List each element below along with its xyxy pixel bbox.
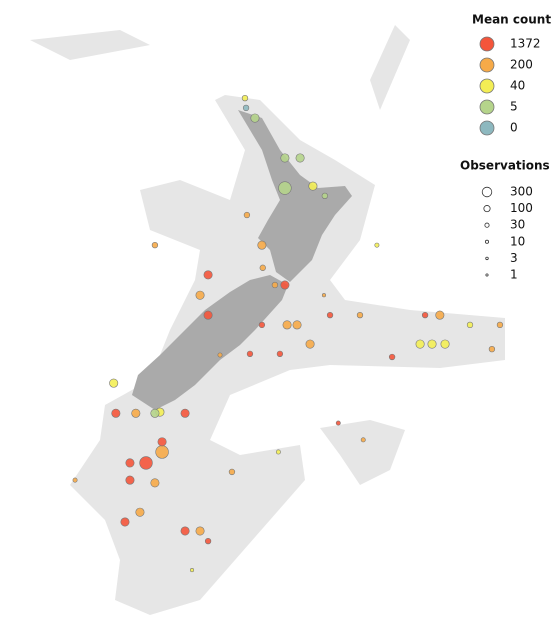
bubble <box>203 270 213 280</box>
bubble <box>109 378 119 388</box>
legend-swatch <box>479 78 495 94</box>
bubble <box>295 153 305 163</box>
bubble <box>308 181 318 191</box>
bubble <box>228 468 236 476</box>
south-island <box>132 275 288 410</box>
bubble <box>278 181 292 195</box>
bubble <box>280 280 290 290</box>
legend-label: 1372 <box>510 37 541 51</box>
bubble <box>335 420 341 426</box>
bubbles <box>72 94 504 573</box>
bubble <box>488 346 496 353</box>
shelf-area <box>320 420 405 485</box>
legend-label: 1 <box>510 268 518 282</box>
bubble <box>204 537 212 545</box>
legend-swatch <box>479 99 495 115</box>
bubble <box>360 437 366 443</box>
bubble <box>275 449 281 455</box>
legend-label: 40 <box>510 79 525 93</box>
shelf-area <box>30 30 150 60</box>
bubble <box>326 311 334 319</box>
shelf-area <box>370 25 410 110</box>
legend-swatch <box>479 57 495 73</box>
bubble <box>259 264 266 271</box>
bubble <box>271 281 279 289</box>
bubble <box>180 526 190 536</box>
legend-size <box>485 256 489 261</box>
legend-swatch <box>479 36 495 52</box>
bubble <box>217 352 223 358</box>
bubble <box>135 507 145 517</box>
legend-label: 300 <box>510 185 533 199</box>
bubble <box>246 350 254 357</box>
bubble <box>440 339 450 349</box>
legend-label: 30 <box>510 218 525 232</box>
bubble <box>150 478 160 488</box>
bubble <box>427 339 437 349</box>
bubble <box>131 408 141 418</box>
legend: Mean count 1372 200 40 5 0 Observations 300 100 3… <box>460 13 551 282</box>
legend-size <box>483 205 491 213</box>
bubble <box>125 475 135 485</box>
bubble <box>243 211 251 219</box>
bubble <box>203 310 213 320</box>
bubble <box>415 339 425 349</box>
bubble <box>374 242 380 248</box>
bubble <box>180 408 190 418</box>
bubble <box>292 320 302 330</box>
legend-swatch <box>479 120 495 136</box>
bubble <box>496 321 504 329</box>
bubble <box>276 350 284 357</box>
bubble <box>280 153 290 163</box>
shelf <box>30 25 505 615</box>
land <box>132 110 352 410</box>
bubble <box>150 408 160 418</box>
bubble <box>356 311 364 319</box>
legend-label: 3 <box>510 251 518 265</box>
bubble <box>151 242 159 249</box>
legend-label: 5 <box>510 100 518 114</box>
bubble <box>466 321 474 329</box>
legend-size <box>481 186 493 198</box>
bubble <box>435 310 445 320</box>
bubble <box>120 517 130 527</box>
legend-size <box>484 239 490 244</box>
legend-label: 0 <box>510 121 518 135</box>
legend-size <box>484 222 490 228</box>
legend-label: 200 <box>510 58 533 72</box>
bubble <box>195 290 205 300</box>
bubble <box>257 240 267 250</box>
legend-title: Mean count <box>472 13 551 27</box>
bubble <box>388 353 396 361</box>
bubble <box>125 458 135 468</box>
shelf-area <box>70 95 505 615</box>
legend-label: 100 <box>510 201 533 215</box>
bubble <box>258 321 266 329</box>
bubble <box>282 320 292 330</box>
bubble <box>242 104 250 112</box>
bubble <box>421 311 429 319</box>
bubble <box>321 293 326 298</box>
legend-title: Observations <box>460 159 550 173</box>
bubble <box>139 456 153 470</box>
bubble <box>72 477 78 483</box>
bubble <box>241 94 249 102</box>
bubble <box>190 568 195 573</box>
bubble <box>111 408 121 418</box>
bubble <box>305 339 315 349</box>
bubble <box>250 113 260 123</box>
north-island <box>238 110 352 282</box>
legend-size <box>485 273 489 277</box>
bubble <box>157 437 167 447</box>
bubble <box>195 526 205 536</box>
bubble <box>321 192 328 200</box>
bubble <box>155 445 169 459</box>
legend-label: 10 <box>510 234 525 248</box>
